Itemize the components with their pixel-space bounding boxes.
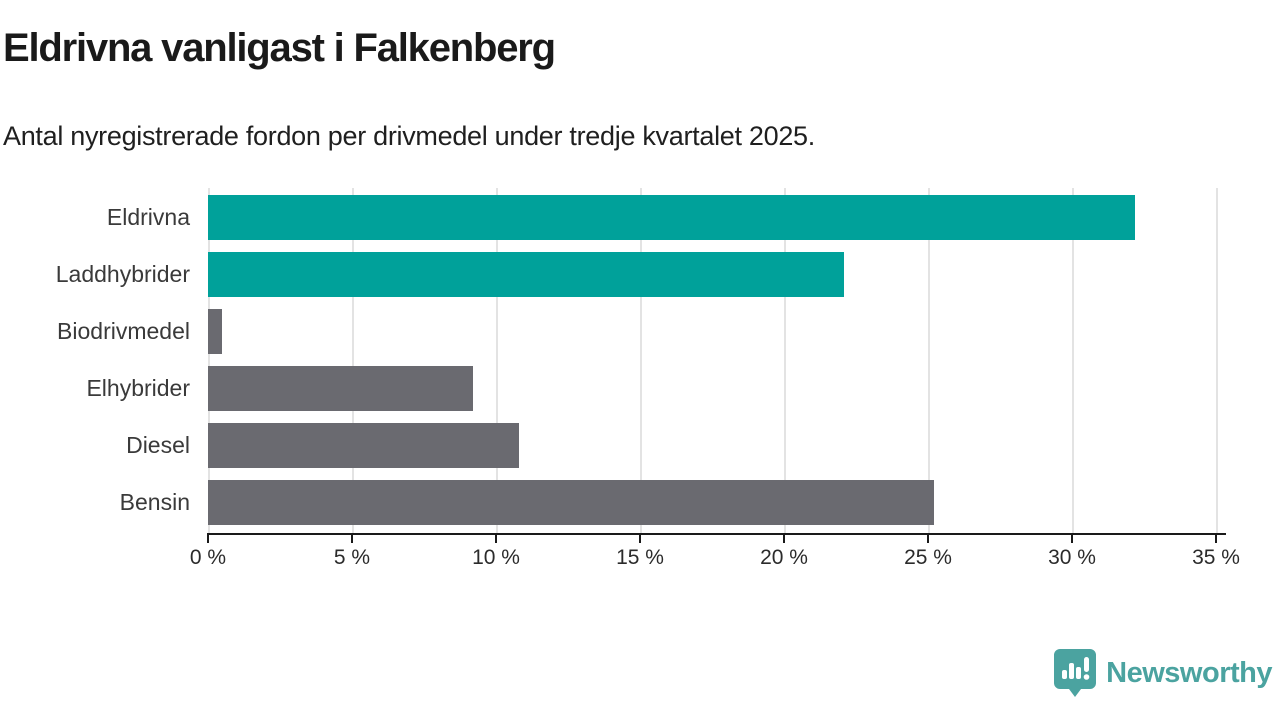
category-label: Laddhybrider xyxy=(55,261,190,287)
chart-title: Eldrivna vanligast i Falkenberg xyxy=(3,26,556,70)
gridline xyxy=(1072,188,1074,533)
tick-mark xyxy=(783,533,785,543)
plot-area xyxy=(208,188,1238,533)
tick-mark xyxy=(639,533,641,543)
tick-label: 5 % xyxy=(333,546,371,569)
bar-diesel xyxy=(208,423,519,468)
gridline xyxy=(352,188,354,533)
x-axis-line xyxy=(208,533,1226,535)
gridline xyxy=(496,188,498,533)
category-label: Diesel xyxy=(126,432,190,458)
tick-label: 25 % xyxy=(904,546,952,569)
tick-label: 20 % xyxy=(760,546,808,569)
tick-label: 30 % xyxy=(1048,546,1096,569)
tick-label: 15 % xyxy=(616,546,664,569)
newsworthy-bar-chart-speech-bubble-icon xyxy=(1054,649,1097,697)
tick-mark xyxy=(1071,533,1073,543)
tick-label: 10 % xyxy=(472,546,520,569)
category-label: Eldrivna xyxy=(106,204,190,230)
tick-label: 0 % xyxy=(189,546,227,569)
gridline xyxy=(784,188,786,533)
bar-eldrivna xyxy=(208,195,1135,240)
tick-mark xyxy=(207,533,209,543)
brand-name: Newsworthy xyxy=(1106,656,1272,689)
bar-laddhybrider xyxy=(208,252,844,297)
bar-bensin xyxy=(208,480,934,525)
bar-biodrivmedel xyxy=(208,309,222,354)
tick-mark xyxy=(1215,533,1217,543)
tick-mark xyxy=(927,533,929,543)
chart-subtitle: Antal nyregistrerade fordon per drivmede… xyxy=(3,121,815,151)
tick-mark xyxy=(351,533,353,543)
bar-elhybrider xyxy=(208,366,473,411)
category-label: Elhybrider xyxy=(86,375,190,401)
gridline xyxy=(208,188,210,533)
brand-footer: Newsworthy xyxy=(1053,648,1272,698)
gridline xyxy=(640,188,642,533)
gridline xyxy=(928,188,930,533)
tick-mark xyxy=(495,533,497,543)
tick-label: 35 % xyxy=(1192,546,1240,569)
category-label: Bensin xyxy=(119,489,190,515)
gridline xyxy=(1216,188,1218,533)
category-label: Biodrivmedel xyxy=(57,318,190,344)
